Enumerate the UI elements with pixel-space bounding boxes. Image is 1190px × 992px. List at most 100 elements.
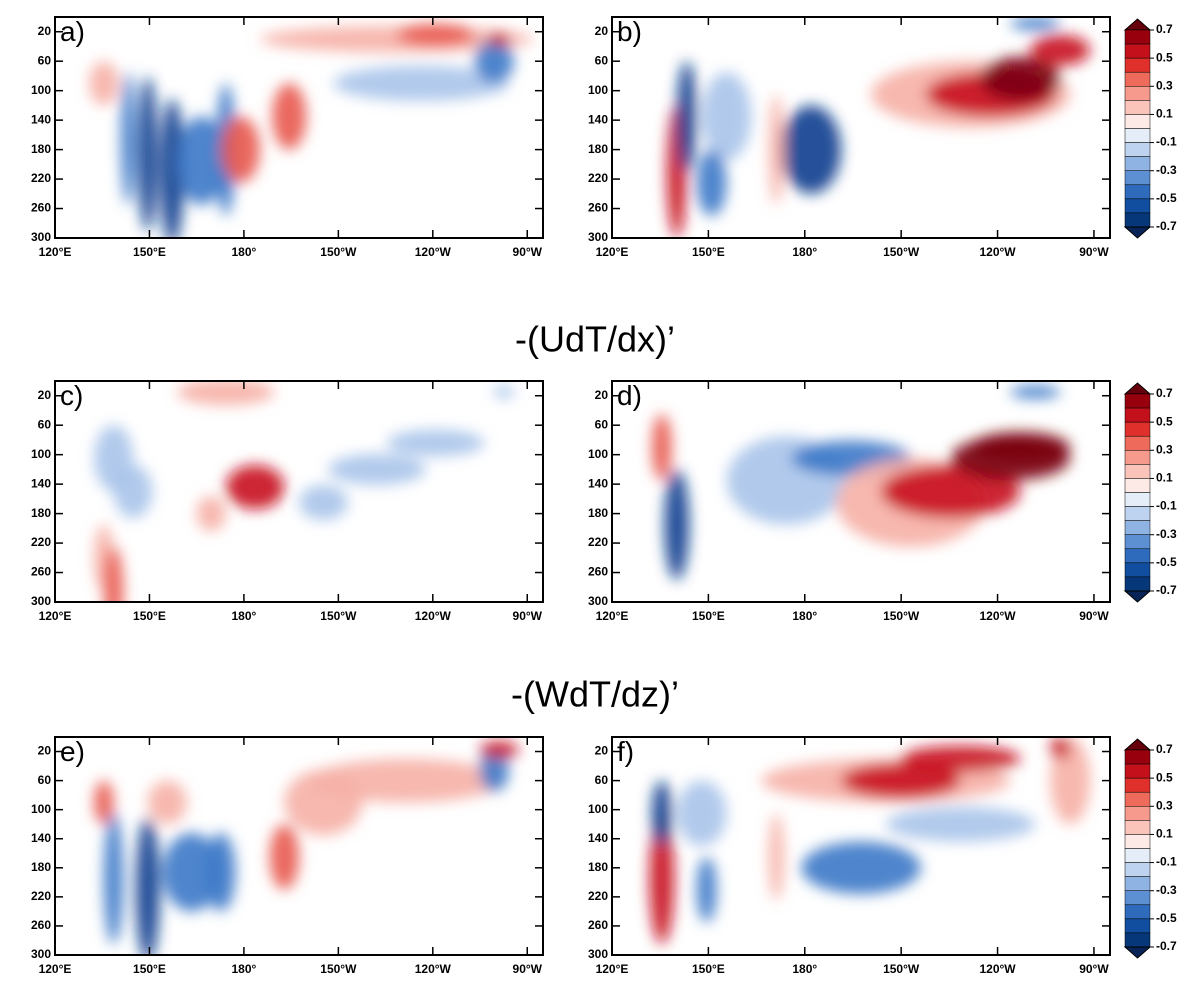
panel: 120°E 150°E 180° 150°W 120°W 90°W 20 60 100 140 18… [31,736,544,976]
x-tick-label: 150°W [883,245,920,259]
contour-region [970,431,1071,463]
y-tick-label: 260 [588,918,608,932]
colorbar-label: 0.1 [1156,107,1173,121]
y-tick-label: 100 [31,83,51,97]
colorbar-label: 0.5 [1156,770,1173,784]
colorbar-box [1124,834,1151,849]
y-tick-label: 180 [588,142,608,156]
colorbar-box [1124,904,1151,920]
panel: 120°E 150°E 180° 150°W 120°W 90°W 20 60 100 140 18… [588,380,1177,623]
contour-region [651,780,672,846]
y-tick-label: 300 [31,947,51,961]
contour-region [177,381,275,406]
x-tick-label: 180° [231,962,256,976]
plot-frame [54,736,544,956]
colorbar-triangle [1123,946,1152,959]
colorbar-label: 0.5 [1156,50,1173,64]
colorbar-box [1124,576,1151,592]
x-tick-label: 120°E [39,245,72,259]
contour-region [649,813,675,945]
panel: 120°E 150°E 180° 150°W 120°W 90°W 20 60 100 140 18… [588,736,1177,976]
colorbar-label: -0.3 [1156,527,1177,541]
panel: 120°E 150°E 180° 150°W 120°W 90°W 20 60 100 140 18… [31,380,544,623]
y-tick-label: 60 [595,773,609,787]
x-tick-label: 180° [792,245,817,259]
contour-region [94,780,114,825]
y-tick-label: 100 [31,802,51,816]
colorbar-box [1124,506,1151,521]
y-tick-label: 100 [588,447,608,461]
x-tick-label: 90°W [513,962,543,976]
contour-region [1010,17,1061,31]
colorbar-label: -0.1 [1156,499,1177,513]
y-tick-label: 100 [588,83,608,97]
panel-label: b) [617,16,642,47]
contour-region [396,23,475,46]
y-tick-label: 140 [31,476,51,490]
contour-region [328,453,426,485]
y-tick-label: 20 [595,744,609,758]
colorbar-box [1124,407,1151,423]
contour-region [147,780,187,825]
colorbar-triangle [1123,18,1152,31]
x-tick-label: 120°W [979,609,1016,623]
colorbar-label: -0.5 [1156,911,1177,925]
y-tick-label: 260 [588,565,608,579]
contour-region [664,469,690,580]
contour-region [676,780,727,846]
contour-region [308,758,504,803]
contour-region [103,546,124,602]
y-tick-label: 100 [588,802,608,816]
colorbar-label: -0.7 [1156,939,1177,953]
panel-label: f) [617,736,634,767]
contour-region [768,94,784,205]
colorbar-box [1124,848,1151,863]
y-tick-label: 180 [31,860,51,874]
panel-label: c) [60,380,83,411]
colorbar-box [1124,876,1151,891]
contour-shading [94,381,514,602]
x-tick-label: 180° [231,609,256,623]
x-tick-label: 150°E [692,962,725,976]
contour-blobs [94,741,519,955]
x-tick-label: 120°W [979,245,1016,259]
contour-region [299,484,348,521]
y-tick-label: 60 [38,53,52,67]
colorbar-label: 0.7 [1156,386,1173,400]
y-tick-label: 20 [595,24,609,38]
x-tick-label: 120°W [415,609,452,623]
colorbar-box [1124,534,1151,550]
contour-region [1050,737,1071,759]
x-tick-label: 120°E [39,962,72,976]
y-tick-label: 180 [31,506,51,520]
x-tick-label: 150°E [133,962,166,976]
y-tick-label: 20 [595,388,609,402]
y-tick-label: 220 [588,889,608,903]
y-tick-label: 140 [588,476,608,490]
y-tick-label: 60 [38,417,52,431]
contour-shading [94,741,519,955]
contour-region [206,832,236,912]
colorbar-box [1124,791,1151,807]
colorbar-box [1124,562,1151,578]
x-tick-label: 150°E [133,609,166,623]
y-tick-label: 140 [588,112,608,126]
contour-region [781,105,842,194]
colorbar-box [1124,464,1151,479]
colorbar-box [1124,198,1151,214]
contour-region [479,741,519,759]
panel-label: a) [60,16,85,47]
y-tick-label: 220 [588,171,608,185]
colorbar-box [1124,128,1151,143]
y-tick-label: 220 [31,889,51,903]
contour-shading [649,737,1091,945]
contour-region [225,464,285,510]
contour-region [135,817,160,955]
contour-region [980,56,1061,101]
colorbar-label: -0.3 [1156,163,1177,177]
y-tick-label: 20 [38,744,52,758]
plot-frame [611,16,1111,239]
colorbar-label: -0.7 [1156,219,1177,233]
x-tick-label: 150°W [883,609,920,623]
